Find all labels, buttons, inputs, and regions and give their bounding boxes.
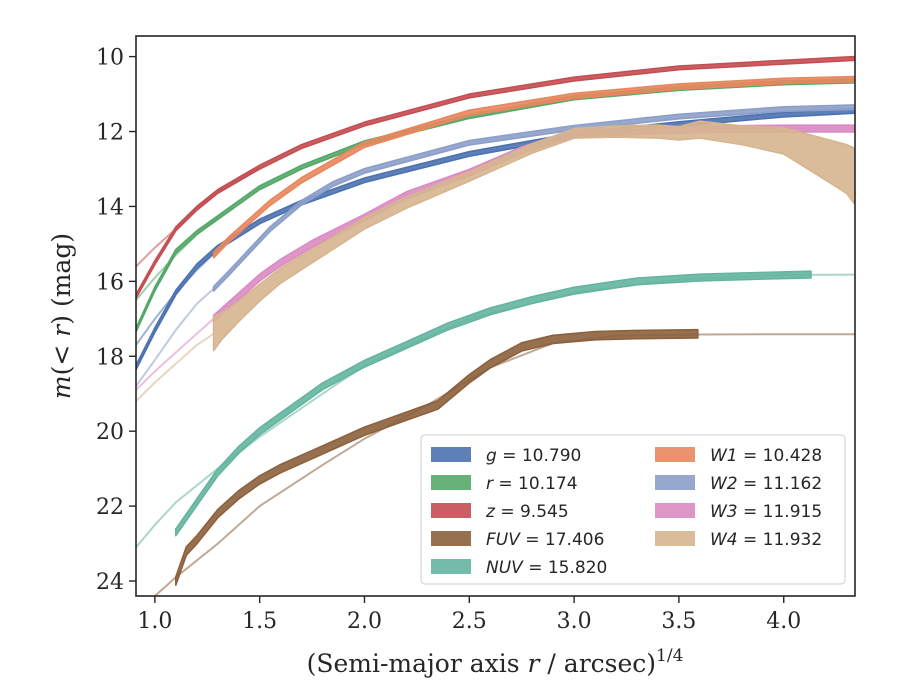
legend-entry-FUV: FUV = 17.406 bbox=[486, 530, 604, 550]
series-band-r bbox=[136, 78, 855, 333]
legend-entry-W1: W1 = 10.428 bbox=[710, 446, 822, 466]
legend-entry-z: z = 9.545 bbox=[485, 502, 569, 522]
x-tick-label: 2.5 bbox=[452, 609, 487, 634]
y-tick-label: 22 bbox=[96, 495, 124, 520]
legend-swatch-z bbox=[431, 503, 471, 518]
y-tick-label: 12 bbox=[96, 121, 124, 146]
series-band-z bbox=[136, 55, 855, 299]
legend-entry-W3: W3 = 11.915 bbox=[710, 502, 822, 522]
x-tick-label: 4.0 bbox=[766, 609, 801, 634]
x-axis-label: (Semi-major axis r / arcsec)1/4 bbox=[307, 646, 684, 678]
legend: g = 10.790 r = 10.174 z = 9.545 FUV = 17.40… bbox=[420, 434, 846, 585]
legend-entry-NUV: NUV = 15.820 bbox=[486, 558, 607, 578]
legend-entry-g: g = 10.790 bbox=[486, 446, 581, 466]
legend-swatch-NUV bbox=[431, 559, 471, 574]
series-band-W4 bbox=[212, 120, 855, 352]
y-tick-label: 24 bbox=[96, 570, 124, 595]
y-tick-label: 16 bbox=[96, 270, 124, 295]
y-axis: 10 12 14 16 18 20 22 24 bbox=[96, 46, 136, 595]
y-tick-label: 18 bbox=[96, 345, 124, 370]
series-band-NUV bbox=[175, 270, 812, 537]
x-tick-label: 1.0 bbox=[137, 609, 172, 634]
legend-swatch-W4 bbox=[655, 531, 695, 546]
y-tick-label: 20 bbox=[96, 420, 124, 445]
legend-swatch-W3 bbox=[655, 503, 695, 518]
series-band-FUV bbox=[175, 328, 699, 586]
legend-entry-W2: W2 = 11.162 bbox=[710, 474, 822, 494]
series-band-W2 bbox=[212, 104, 855, 292]
plot-frame bbox=[135, 35, 856, 597]
x-tick-label: 3.0 bbox=[557, 609, 592, 634]
x-tick-label: 1.5 bbox=[242, 609, 277, 634]
legend-swatch-FUV bbox=[431, 531, 471, 546]
legend-swatch-W2 bbox=[655, 475, 695, 490]
y-axis-label: m(< r) (mag) bbox=[47, 233, 76, 399]
faint-curve-W3-extension bbox=[136, 318, 215, 391]
legend-entry-r: r = 10.174 bbox=[486, 474, 578, 494]
faint-curve-W4-extension bbox=[136, 332, 215, 402]
x-axis: 1.0 1.5 2.0 2.5 3.0 3.5 4.0 bbox=[137, 596, 801, 634]
legend-swatch-W1 bbox=[655, 447, 695, 462]
series-band-W3 bbox=[212, 124, 855, 323]
faint-curve-W2-extension bbox=[136, 288, 215, 387]
x-tick-label: 3.5 bbox=[661, 609, 696, 634]
series-band-W1 bbox=[212, 75, 855, 259]
y-tick-label: 10 bbox=[96, 46, 124, 71]
x-tick-label: 2.0 bbox=[347, 609, 382, 634]
legend-swatch-r bbox=[431, 475, 471, 490]
legend-swatch-g bbox=[431, 447, 471, 462]
legend-box bbox=[420, 434, 846, 585]
y-tick-label: 14 bbox=[96, 195, 124, 220]
legend-entry-W4: W4 = 11.932 bbox=[710, 530, 822, 550]
series-layer bbox=[136, 55, 855, 586]
